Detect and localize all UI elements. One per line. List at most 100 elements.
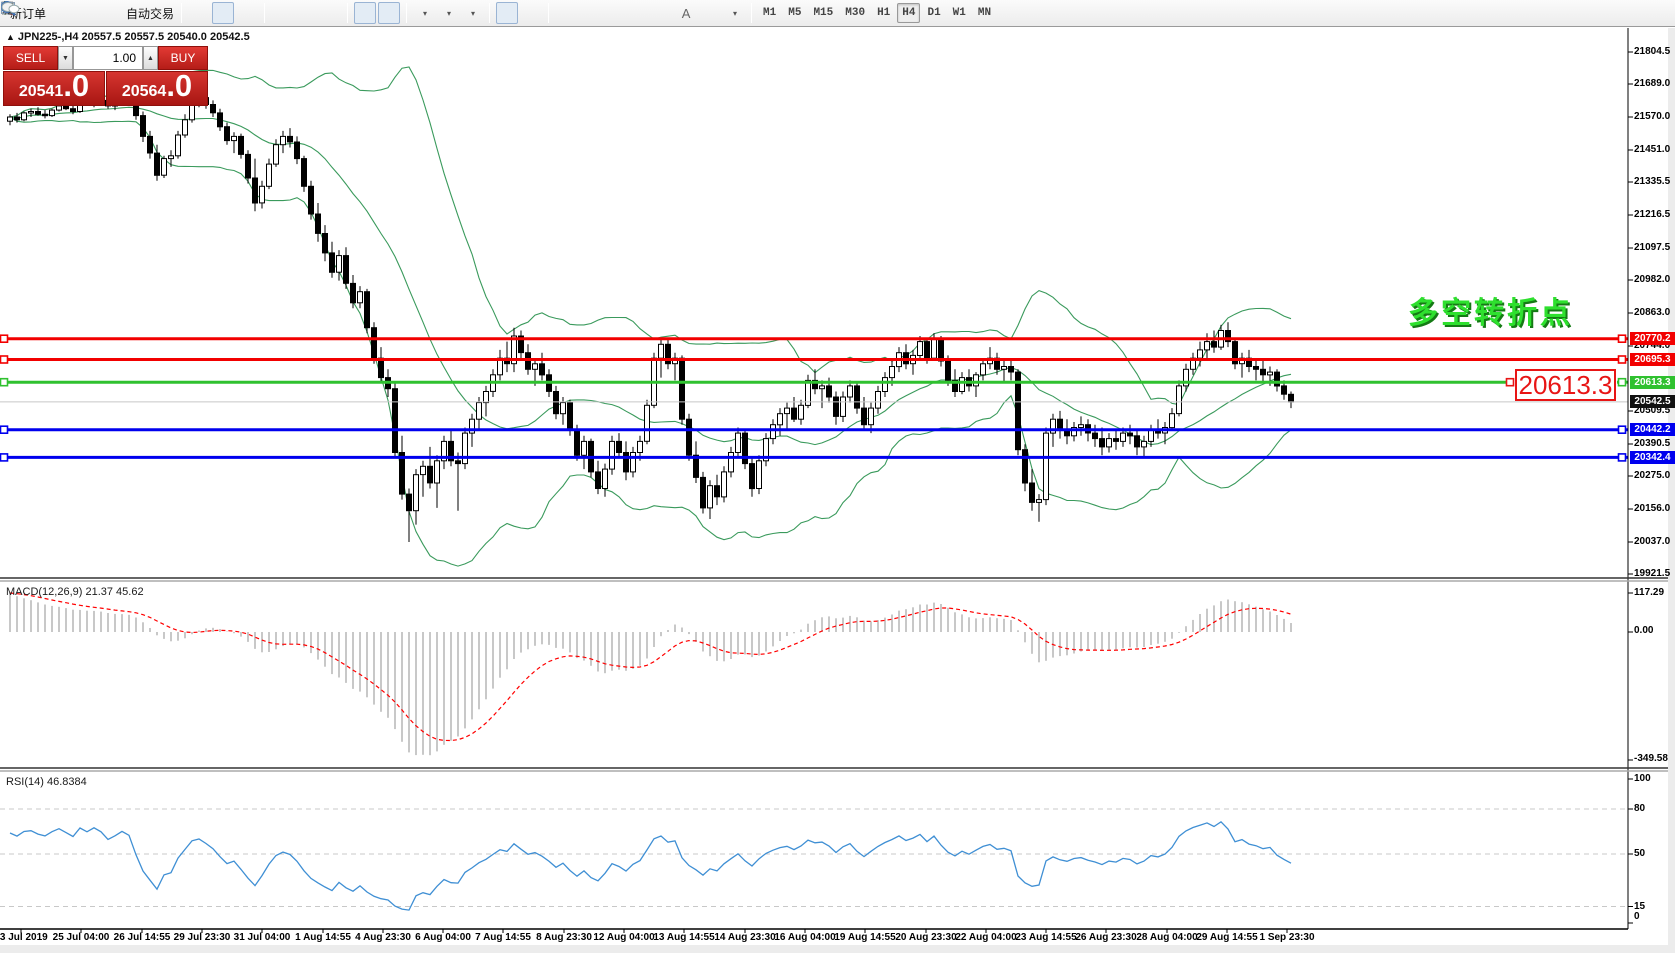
buy-button[interactable]: BUY bbox=[158, 46, 208, 70]
timeframe-m30-button[interactable]: M30 bbox=[845, 7, 866, 19]
macd-scale-min: -349.58 bbox=[1634, 753, 1668, 764]
toolbar-separator bbox=[181, 3, 183, 23]
price-tick-20744.0: 20744.0 bbox=[1634, 340, 1671, 351]
time-label-17: 23 Aug 14:55 bbox=[1015, 932, 1077, 943]
sell-price: 20541 bbox=[18, 83, 64, 100]
timeframe-w1-button[interactable]: W1 bbox=[952, 7, 966, 19]
rsi-scale-50: 50 bbox=[1634, 848, 1646, 859]
price-tag-20442.2: 20442.2 bbox=[1630, 423, 1675, 436]
toolbar-separator bbox=[548, 3, 550, 23]
time-label-6: 4 Aug 23:30 bbox=[355, 932, 411, 943]
buy-price-box[interactable]: 20564.0 bbox=[106, 68, 208, 106]
price-text-label[interactable]: 20613.3 bbox=[1515, 369, 1616, 401]
price-tick-20037.0: 20037.0 bbox=[1634, 536, 1671, 547]
bollinger-bands bbox=[9, 66, 1292, 567]
price-tag-20770.2: 20770.2 bbox=[1630, 332, 1675, 345]
one-click-trade-panel: SELL ▼ 1.00 ▲ BUY 20541.0 20564.0 bbox=[3, 46, 208, 106]
volume-up-button[interactable]: ▲ bbox=[143, 46, 158, 70]
current-price-tag: 20542.5 bbox=[1630, 395, 1675, 408]
price-tick-20390.5: 20390.5 bbox=[1634, 438, 1671, 449]
time-label-21: 1 Sep 23:30 bbox=[1259, 932, 1315, 943]
buy-price: 20564 bbox=[121, 83, 167, 100]
rsi-label: RSI(14) 46.8384 bbox=[6, 776, 87, 788]
time-label-9: 8 Aug 23:30 bbox=[536, 932, 592, 943]
toolbar-separator bbox=[347, 3, 349, 23]
sell-price-pips: .0 bbox=[63, 68, 90, 103]
toolbar-separator bbox=[751, 3, 753, 23]
toolbar-separator bbox=[264, 3, 266, 23]
time-label-1: 25 Jul 04:00 bbox=[52, 932, 110, 943]
chat-button[interactable] bbox=[1, 2, 1664, 24]
time-label-11: 13 Aug 14:55 bbox=[653, 932, 715, 943]
time-label-8: 7 Aug 14:55 bbox=[475, 932, 531, 943]
sell-price-box[interactable]: 20541.0 bbox=[3, 68, 105, 106]
timeframe-m5-button[interactable]: M5 bbox=[788, 7, 802, 19]
price-tick-21689.0: 21689.0 bbox=[1634, 78, 1671, 89]
macd-histogram bbox=[9, 593, 1292, 756]
price-tick-21451.0: 21451.0 bbox=[1634, 144, 1671, 155]
time-label-12: 14 Aug 23:30 bbox=[714, 932, 776, 943]
macd-signal-line bbox=[9, 592, 1292, 742]
window-edge bbox=[0, 945, 1675, 953]
price-tick-19921.5: 19921.5 bbox=[1634, 568, 1671, 579]
rsi-scale-0: 0 bbox=[1634, 911, 1640, 922]
time-label-13: 16 Aug 04:00 bbox=[774, 932, 836, 943]
time-label-15: 20 Aug 23:30 bbox=[895, 932, 957, 943]
timeframe-m1-button[interactable]: M1 bbox=[763, 7, 777, 19]
time-label-10: 12 Aug 04:00 bbox=[593, 932, 655, 943]
rsi-scale-100: 100 bbox=[1634, 773, 1651, 784]
time-label-5: 1 Aug 14:55 bbox=[295, 932, 351, 943]
volume-input[interactable]: 1.00 bbox=[73, 46, 143, 70]
timeframe-d1-button[interactable]: D1 bbox=[927, 7, 941, 19]
timeframe-h1-button[interactable]: H1 bbox=[877, 7, 891, 19]
price-tick-20982.0: 20982.0 bbox=[1634, 274, 1671, 285]
window-edge bbox=[1668, 28, 1675, 953]
toolbar: 新订单 自动交易 bbox=[0, 0, 1675, 27]
time-label-7: 6 Aug 04:00 bbox=[415, 932, 471, 943]
dropdown-arrow-icon: ▾ bbox=[471, 8, 476, 18]
price-tick-20275.0: 20275.0 bbox=[1634, 470, 1671, 481]
chat-icon bbox=[1, 2, 20, 14]
price-tag-20342.4: 20342.4 bbox=[1630, 451, 1675, 464]
sell-button[interactable]: SELL bbox=[3, 46, 58, 70]
price-tick-20156.0: 20156.0 bbox=[1634, 503, 1671, 514]
price-tick-21216.5: 21216.5 bbox=[1634, 209, 1671, 220]
macd-scale-max: 117.29 bbox=[1634, 587, 1665, 598]
dropdown-arrow-icon: ▾ bbox=[733, 8, 738, 18]
candles bbox=[7, 90, 1294, 542]
volume-down-button[interactable]: ▼ bbox=[58, 46, 73, 70]
timeframe-h4-button[interactable]: H4 bbox=[897, 3, 921, 23]
toolbar-separator bbox=[406, 3, 408, 23]
rsi-scale-80: 80 bbox=[1634, 803, 1646, 814]
symbol-ohlc-text: JPN225-,H4 20557.5 20557.5 20540.0 20542… bbox=[17, 31, 250, 43]
symbol-marker-icon: ▲ bbox=[6, 32, 15, 42]
buy-price-pips: .0 bbox=[166, 68, 193, 103]
price-tag-20695.3: 20695.3 bbox=[1630, 353, 1675, 366]
price-tick-21335.5: 21335.5 bbox=[1634, 176, 1671, 187]
timeframe-bar: M1 M5 M15 M30 H1 H4 D1 W1 MN bbox=[757, 3, 997, 23]
rsi-scale-15: 15 bbox=[1634, 901, 1646, 912]
time-label-18: 26 Aug 23:30 bbox=[1075, 932, 1137, 943]
dropdown-arrow-icon: ▾ bbox=[423, 8, 428, 18]
toolbar-right-group bbox=[1, 1, 1665, 24]
price-tick-21097.5: 21097.5 bbox=[1634, 242, 1671, 253]
symbol-ohlc-line: ▲ JPN225-,H4 20557.5 20557.5 20540.0 2054… bbox=[6, 31, 250, 43]
text-tool[interactable]: A bbox=[675, 2, 697, 24]
macd-scale-zero: 0.00 bbox=[1634, 625, 1654, 636]
time-label-16: 22 Aug 04:00 bbox=[955, 932, 1017, 943]
time-label-20: 29 Aug 14:55 bbox=[1196, 932, 1258, 943]
time-label-3: 29 Jul 23:30 bbox=[173, 932, 231, 943]
time-label-0: 23 Jul 2019 bbox=[0, 932, 48, 943]
price-tick-20509.5: 20509.5 bbox=[1634, 405, 1671, 416]
timeframe-m15-button[interactable]: M15 bbox=[813, 7, 834, 19]
bull-bear-turning-point-annotation[interactable]: 多空转折点 bbox=[1408, 297, 1573, 330]
timeframe-mn-button[interactable]: MN bbox=[977, 7, 992, 19]
dropdown-arrow-icon: ▾ bbox=[447, 8, 452, 18]
time-label-14: 19 Aug 14:55 bbox=[834, 932, 896, 943]
price-tick-21570.0: 21570.0 bbox=[1634, 111, 1671, 122]
time-label-19: 28 Aug 04:00 bbox=[1136, 932, 1198, 943]
time-label-4: 31 Jul 04:00 bbox=[233, 932, 291, 943]
rsi-line bbox=[9, 820, 1292, 911]
